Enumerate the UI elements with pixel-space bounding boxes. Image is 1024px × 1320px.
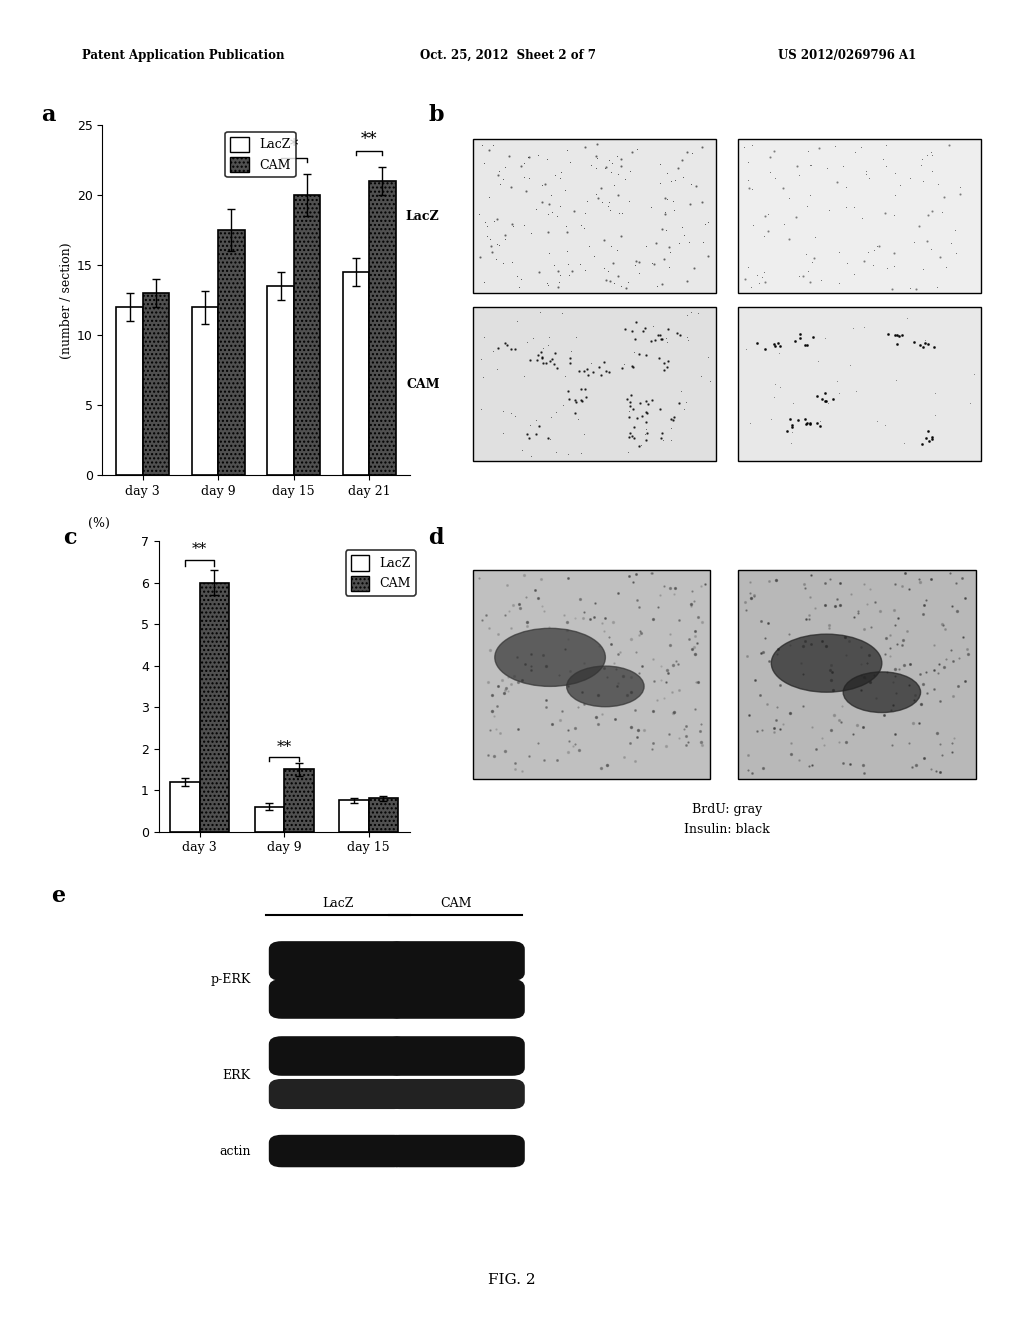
FancyBboxPatch shape [268,1036,407,1076]
Text: **: ** [193,541,207,556]
Text: **: ** [276,739,292,754]
Text: p-ERK: p-ERK [211,973,251,986]
Bar [473,570,711,779]
Bar [294,195,321,475]
FancyBboxPatch shape [386,1135,524,1167]
Bar [267,286,294,475]
Text: c: c [63,527,77,549]
Text: FIG. 2: FIG. 2 [488,1272,536,1287]
FancyBboxPatch shape [386,1036,524,1076]
Bar [218,230,245,475]
Bar [473,308,716,461]
Text: (%): (%) [88,516,111,529]
Bar [339,800,369,832]
Text: **: ** [361,131,378,148]
Text: ERK: ERK [223,1068,251,1081]
FancyBboxPatch shape [268,1135,407,1167]
Bar [738,308,981,461]
FancyBboxPatch shape [268,979,407,1019]
Text: BrdU: gray: BrdU: gray [692,803,762,816]
Y-axis label: (number / section): (number / section) [59,242,73,359]
Bar [200,582,229,832]
Circle shape [771,634,882,692]
Text: a: a [41,104,55,127]
FancyBboxPatch shape [386,941,524,981]
Legend: LacZ, CAM: LacZ, CAM [346,550,416,595]
Text: US 2012/0269796 A1: US 2012/0269796 A1 [778,49,916,62]
FancyBboxPatch shape [386,1078,524,1109]
Bar [343,272,370,475]
Legend: LacZ, CAM: LacZ, CAM [225,132,296,177]
Bar [117,308,142,475]
Text: b: b [428,104,444,127]
Text: actin: actin [219,1144,251,1158]
FancyBboxPatch shape [386,979,524,1019]
Bar [285,770,313,832]
Text: Patent Application Publication: Patent Application Publication [82,49,285,62]
FancyBboxPatch shape [268,1078,407,1109]
Bar [191,308,218,475]
Bar [170,781,200,832]
Text: *: * [290,137,298,154]
Text: CAM: CAM [440,898,471,911]
FancyBboxPatch shape [268,941,407,981]
Circle shape [495,628,605,686]
Text: d: d [428,527,444,549]
Circle shape [566,667,644,706]
Text: Insulin: black: Insulin: black [684,822,770,836]
Text: LacZ: LacZ [323,898,353,911]
Text: e: e [51,884,66,907]
Bar [473,140,716,293]
Text: Oct. 25, 2012  Sheet 2 of 7: Oct. 25, 2012 Sheet 2 of 7 [420,49,596,62]
Text: LacZ: LacZ [406,210,439,223]
Bar [370,181,395,475]
Text: CAM: CAM [406,378,439,391]
Bar [738,570,976,779]
Circle shape [843,672,921,713]
Bar [369,799,398,832]
Bar [255,807,285,832]
Bar [738,140,981,293]
Bar [142,293,169,475]
